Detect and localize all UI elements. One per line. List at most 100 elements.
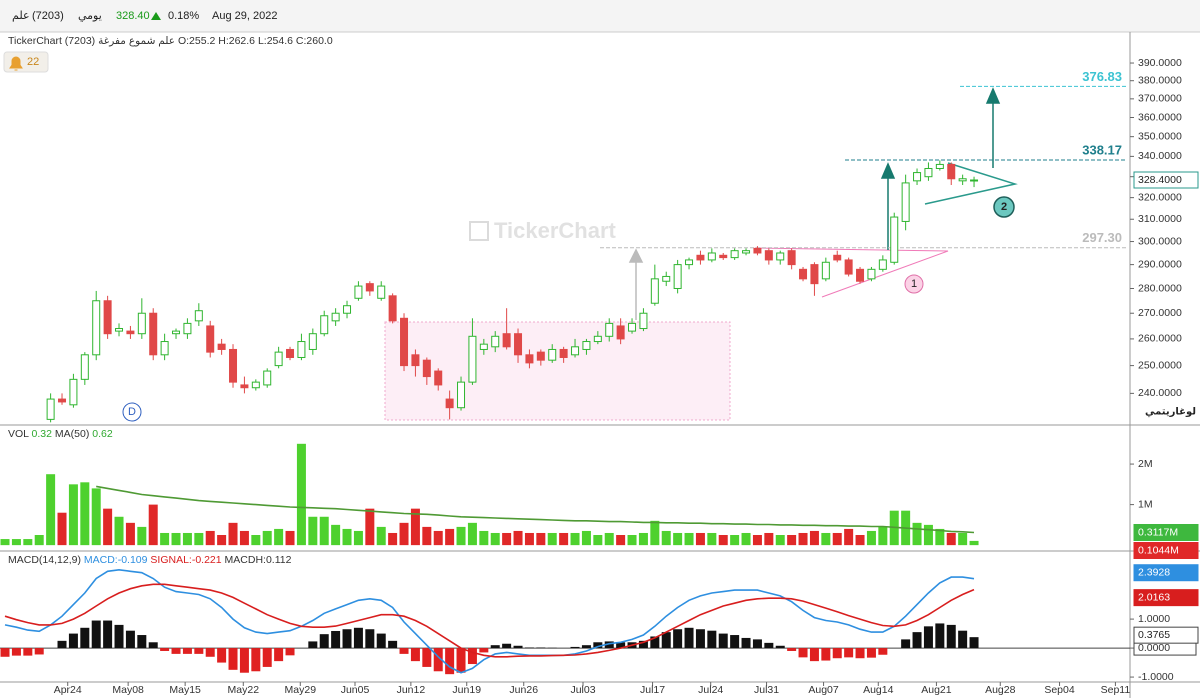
x-tick-label: Aug21 xyxy=(921,684,952,696)
candle-body xyxy=(491,335,500,348)
macd-histogram-bar xyxy=(764,642,774,649)
x-tick-label: May08 xyxy=(112,684,144,696)
candle-body xyxy=(571,346,580,356)
volume-bar xyxy=(923,524,933,546)
signal-legend-value: SIGNAL:-0.221 xyxy=(150,554,221,566)
volume-bar xyxy=(741,532,751,546)
arrow-teal-2 xyxy=(985,87,1001,168)
price-tick-label: 290.0000 xyxy=(1138,258,1182,270)
candle-body xyxy=(251,381,260,389)
bell-icon xyxy=(9,56,23,71)
macd-tick-label: 1.0000 xyxy=(1138,613,1170,625)
macd-last-label-box xyxy=(1133,564,1199,582)
candle-body xyxy=(856,268,865,282)
x-tick-label: Apr24 xyxy=(54,684,82,696)
candle-body xyxy=(308,333,317,350)
candle-body xyxy=(844,259,853,275)
alerts-count[interactable]: 22 xyxy=(27,56,39,68)
price-tick-label: 310.0000 xyxy=(1138,213,1182,225)
volume-bar xyxy=(285,530,295,546)
candle-body xyxy=(593,335,602,343)
volume-bar xyxy=(160,532,170,546)
candle-body xyxy=(696,254,705,261)
macd-histogram-bar xyxy=(958,630,968,649)
volume-bar xyxy=(650,520,660,546)
volume-tick-label: 1M xyxy=(1138,498,1153,510)
ma-value: 0.62 xyxy=(92,428,113,440)
macd-histogram-bar xyxy=(91,620,101,649)
macd-last-label: 2.3928 xyxy=(1138,567,1170,579)
macd-histogram-bar xyxy=(684,627,694,649)
volume-bar xyxy=(91,488,101,546)
macd-histogram-bar xyxy=(479,648,489,653)
ma-line xyxy=(96,485,975,534)
macd-histogram-bar xyxy=(969,637,979,649)
candle-body xyxy=(263,370,272,386)
volume-bar xyxy=(684,532,694,546)
marker-2[interactable] xyxy=(993,196,1015,218)
x-tick-label: Aug14 xyxy=(863,684,894,696)
macd-histogram-bar xyxy=(11,648,21,656)
volume-bar xyxy=(536,532,546,546)
legend-line: TickerChart علم شموع مفرغة (7203) O:255.… xyxy=(8,35,333,47)
level-label: 376.83 xyxy=(1082,69,1122,84)
alerts-badge[interactable] xyxy=(3,51,49,73)
volume-bar xyxy=(878,526,888,546)
marker-d-label[interactable]: D xyxy=(128,406,136,418)
marker-1-label[interactable]: 1 xyxy=(911,278,917,290)
price-tick-label: 280.0000 xyxy=(1138,282,1182,294)
volume-bar xyxy=(593,535,603,546)
candle-body xyxy=(422,359,431,378)
macdh-last-label: 0.3765 xyxy=(1138,629,1170,641)
candle-body xyxy=(320,315,329,335)
macd-histogram-bar xyxy=(855,648,865,659)
macd-histogram-bar xyxy=(513,645,523,649)
candle-body xyxy=(354,285,363,299)
candle-body xyxy=(365,283,374,292)
candle-body xyxy=(468,335,477,383)
macd-histogram-bar xyxy=(650,636,660,649)
macd-histogram-bar xyxy=(217,648,227,663)
candle-body xyxy=(776,252,785,261)
marker-d[interactable] xyxy=(122,402,142,422)
macd-histogram-bar xyxy=(365,629,375,649)
last-price-label-box xyxy=(1133,171,1199,189)
candle-body xyxy=(229,348,238,383)
volume-bar xyxy=(787,535,797,546)
candle-body xyxy=(149,312,158,356)
candle-body xyxy=(890,216,899,263)
volume-bar xyxy=(171,532,181,546)
volume-bar xyxy=(46,474,56,546)
scale-mode-label[interactable]: لوغاريتمي xyxy=(1145,407,1196,418)
volume-bar xyxy=(570,532,580,546)
volume-bar xyxy=(410,508,420,546)
candle-body xyxy=(650,278,659,304)
volume-bar xyxy=(559,532,569,546)
volume-bar xyxy=(34,535,44,546)
volume-bar xyxy=(695,532,705,546)
arrow-teal-1 xyxy=(880,162,896,250)
candle-body xyxy=(605,322,614,337)
volume-bar xyxy=(239,530,249,546)
volume-bar xyxy=(946,532,956,546)
volume-bar xyxy=(958,532,968,546)
triangle-2 xyxy=(924,162,1018,205)
x-tick-label: Jul31 xyxy=(754,684,779,696)
candle-body xyxy=(810,264,819,285)
macd-histogram-bar xyxy=(912,632,922,649)
macd-histogram-bar xyxy=(399,648,409,654)
volume-bar xyxy=(114,516,124,546)
candle-body xyxy=(833,254,842,261)
x-tick-label: Jun26 xyxy=(509,684,538,696)
candle-body xyxy=(400,317,409,367)
volume-bar xyxy=(718,535,728,546)
volume-bar xyxy=(524,532,534,546)
candle-body xyxy=(160,341,169,356)
volume-bar xyxy=(353,530,363,546)
marker-1[interactable] xyxy=(904,274,924,294)
volume-tick-label: 2M xyxy=(1138,458,1153,470)
marker-2-label[interactable]: 2 xyxy=(1001,201,1007,213)
price-tick-label: 260.0000 xyxy=(1138,333,1182,345)
x-tick-label: Aug28 xyxy=(985,684,1016,696)
volume-bar xyxy=(11,539,21,546)
